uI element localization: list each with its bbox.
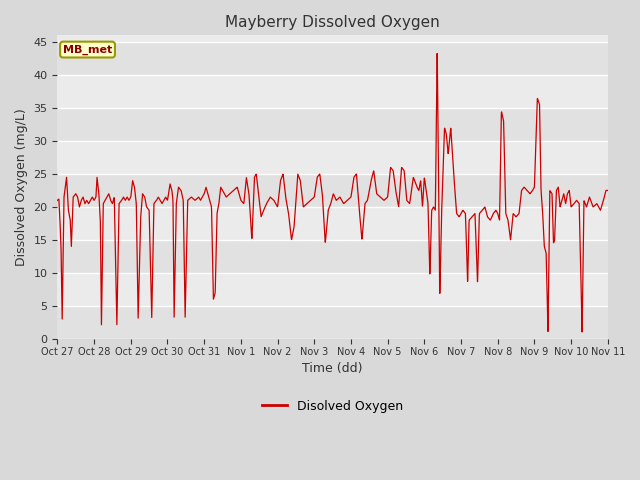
Legend: Disolved Oxygen: Disolved Oxygen <box>257 395 408 418</box>
X-axis label: Time (dd): Time (dd) <box>302 362 363 375</box>
Bar <box>58 240 608 273</box>
Text: MB_met: MB_met <box>63 45 112 55</box>
Bar <box>58 306 608 339</box>
Bar <box>58 108 608 141</box>
Title: Mayberry Dissolved Oxygen: Mayberry Dissolved Oxygen <box>225 15 440 30</box>
Bar <box>58 42 608 75</box>
Bar <box>58 174 608 207</box>
Y-axis label: Dissolved Oxygen (mg/L): Dissolved Oxygen (mg/L) <box>15 108 28 266</box>
